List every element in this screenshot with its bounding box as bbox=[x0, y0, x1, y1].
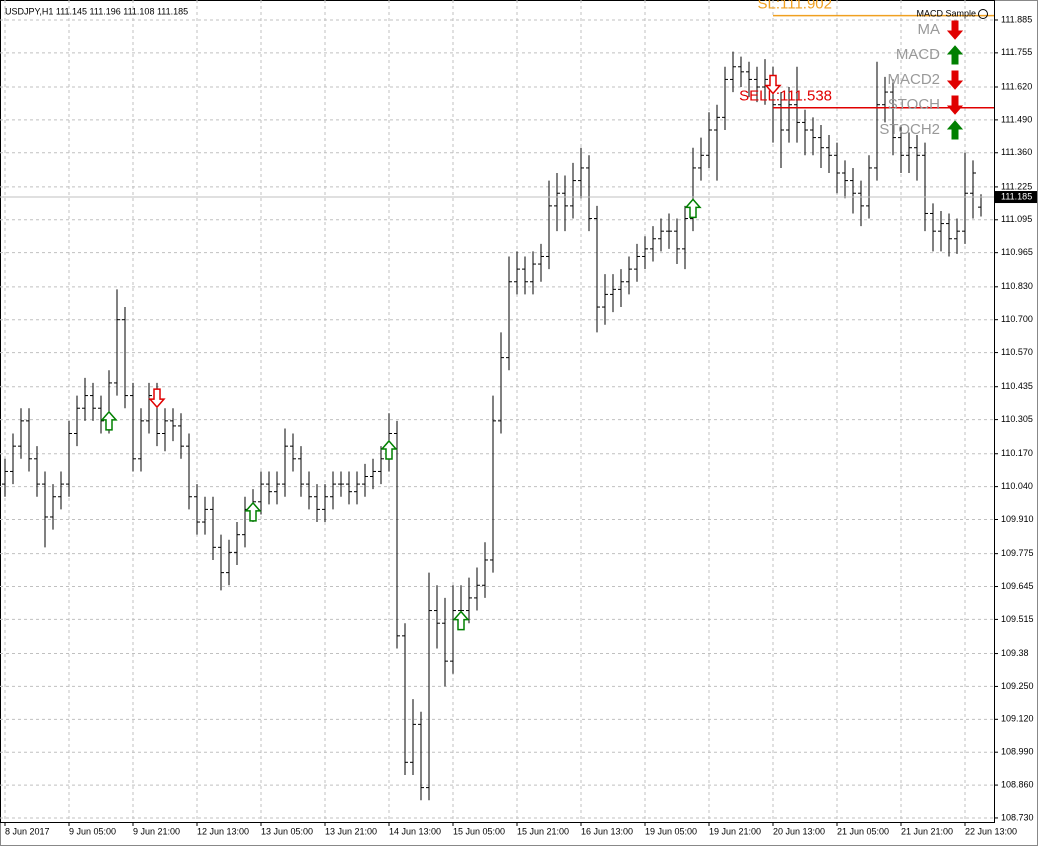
indicator-name: MA bbox=[918, 21, 941, 38]
y-tick-label: 110.965 bbox=[1001, 247, 1033, 257]
current-price-label: 111.185 bbox=[1001, 191, 1032, 201]
indicator-down-arrow bbox=[946, 70, 964, 90]
x-tick-label: 19 Jun 21:00 bbox=[709, 826, 761, 836]
expert-icon bbox=[978, 9, 988, 19]
indicator-down-arrow bbox=[946, 20, 964, 40]
y-tick-label: 111.360 bbox=[1001, 147, 1032, 157]
y-tick-label: 110.435 bbox=[1001, 381, 1033, 391]
x-tick-label: 8 Jun 2017 bbox=[5, 826, 50, 836]
indicator-name: STOCH2 bbox=[879, 121, 940, 138]
current-price-box bbox=[995, 191, 1037, 204]
y-tick-label: 110.570 bbox=[1001, 347, 1033, 357]
sell-arrow bbox=[764, 74, 782, 95]
y-tick-label: 108.730 bbox=[1001, 812, 1034, 822]
y-tick-label: 111.490 bbox=[1001, 114, 1032, 124]
x-tick-label: 9 Jun 05:00 bbox=[69, 826, 116, 836]
x-tick-label: 22 Jun 13:00 bbox=[965, 826, 1017, 836]
x-tick-label: 13 Jun 21:00 bbox=[325, 826, 377, 836]
plot-frame bbox=[0, 0, 995, 823]
buy-arrow bbox=[684, 198, 702, 219]
level-label: SELL:111.538 bbox=[739, 88, 832, 105]
indicator-up-arrow bbox=[946, 120, 964, 140]
y-tick-label: 110.170 bbox=[1001, 448, 1033, 458]
y-tick-label: 111.620 bbox=[1001, 81, 1032, 91]
sell-arrow bbox=[148, 388, 166, 409]
expert-name: MACD Sample bbox=[916, 8, 976, 18]
y-tick-label: 110.830 bbox=[1001, 281, 1033, 291]
x-tick-label: 15 Jun 05:00 bbox=[453, 826, 505, 836]
y-tick-label: 108.990 bbox=[1001, 747, 1034, 757]
x-tick-label: 21 Jun 05:00 bbox=[837, 826, 889, 836]
x-tick-label: 20 Jun 13:00 bbox=[773, 826, 825, 836]
x-tick-label: 21 Jun 21:00 bbox=[901, 826, 953, 836]
y-tick-label: 109.775 bbox=[1001, 548, 1034, 558]
x-tick-label: 14 Jun 13:00 bbox=[389, 826, 441, 836]
x-tick-label: 9 Jun 21:00 bbox=[133, 826, 180, 836]
indicator-name: MACD bbox=[896, 46, 940, 63]
y-tick-label: 111.885 bbox=[1001, 14, 1032, 24]
x-tick-label: 13 Jun 05:00 bbox=[261, 826, 313, 836]
x-tick-label: 12 Jun 13:00 bbox=[197, 826, 249, 836]
chart-title: USDJPY,H1 111.145 111.196 111.108 111.18… bbox=[5, 6, 188, 16]
y-tick-label: 110.305 bbox=[1001, 414, 1033, 424]
y-tick-label: 110.700 bbox=[1001, 314, 1033, 324]
y-tick-label: 109.515 bbox=[1001, 614, 1034, 624]
x-tick-label: 15 Jun 21:00 bbox=[517, 826, 569, 836]
buy-arrow bbox=[100, 410, 118, 431]
y-tick-label: 111.755 bbox=[1001, 47, 1032, 57]
indicator-name: STOCH bbox=[888, 96, 940, 113]
buy-arrow bbox=[244, 501, 262, 522]
y-tick-label: 109.120 bbox=[1001, 714, 1034, 724]
indicator-down-arrow bbox=[946, 95, 964, 115]
y-tick-label: 111.095 bbox=[1001, 214, 1032, 224]
y-tick-label: 108.860 bbox=[1001, 779, 1034, 789]
y-tick-label: 109.910 bbox=[1001, 514, 1034, 524]
x-tick-label: 19 Jun 05:00 bbox=[645, 826, 697, 836]
y-tick-label: 109.250 bbox=[1001, 681, 1034, 691]
buy-arrow bbox=[380, 439, 398, 460]
y-tick-label: 109.38 bbox=[1001, 648, 1029, 658]
y-tick-label: 109.645 bbox=[1001, 581, 1034, 591]
y-tick-label: 111.225 bbox=[1001, 181, 1032, 191]
level-label: SL:111.902 bbox=[757, 0, 832, 13]
buy-arrow bbox=[452, 610, 470, 631]
y-tick-label: 110.040 bbox=[1001, 481, 1033, 491]
indicator-name: MACD2 bbox=[887, 71, 940, 88]
x-tick-label: 16 Jun 13:00 bbox=[581, 826, 633, 836]
indicator-up-arrow bbox=[946, 45, 964, 65]
